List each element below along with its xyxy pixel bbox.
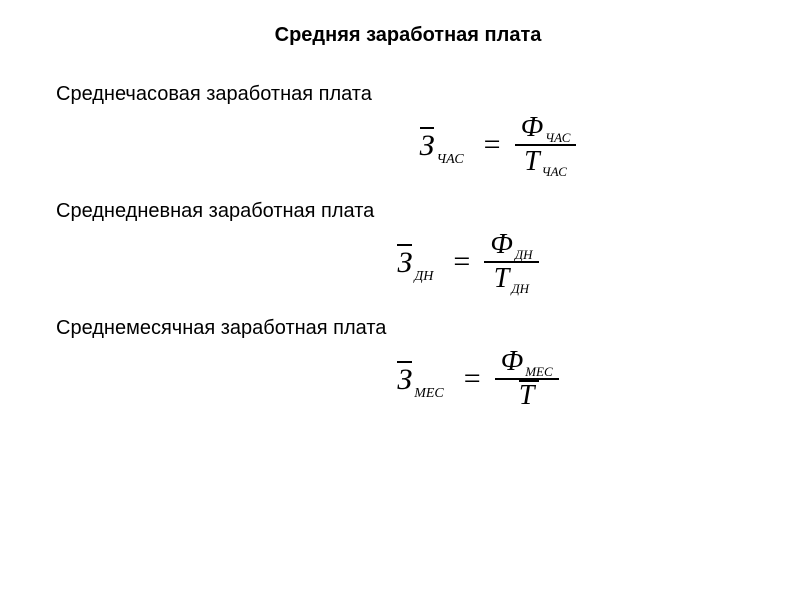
denominator-monthly: Т [513,380,541,412]
var-t: Т [524,148,540,176]
z-overbar: З [420,127,435,163]
var-phi: Ф [501,348,524,376]
lhs-hourly: З ЧАС [420,127,464,163]
formula-daily: З ДН = Ф ДН Т ДН [176,229,760,295]
denominator-hourly: Т ЧАС [518,146,573,178]
var-t: Т [494,265,510,293]
fraction-monthly: Ф МЕС Т [495,346,559,412]
var-z: З [397,248,412,278]
var-phi: Ф [490,231,513,259]
overbar-line [397,244,412,246]
numerator-monthly: Ф МЕС [495,346,559,378]
t-overbar: Т [519,382,535,410]
overbar-line [397,361,412,363]
z-overbar: З [397,244,412,280]
lhs-daily: З ДН [397,244,433,280]
formula-monthly-expr: З МЕС = Ф МЕС Т [397,346,558,412]
lhs-monthly: З МЕС [397,361,443,397]
formula-daily-expr: З ДН = Ф ДН Т ДН [397,229,538,295]
sub-month: МЕС [414,386,444,402]
formula-hourly-expr: З ЧАС = Ф ЧАС Т ЧАС [420,112,577,178]
equals-sign: = [484,128,501,162]
denominator-daily: Т ДН [488,263,535,295]
section-label-monthly: Среднемесячная заработная плата [56,317,760,340]
formula-hourly: З ЧАС = Ф ЧАС Т ЧАС [236,112,760,178]
sub-hour: ЧАС [436,152,463,168]
section-label-hourly: Среднечасовая заработная плата [56,83,760,106]
overbar-line [420,127,435,129]
page-title: Средняя заработная плата [56,24,760,47]
equals-sign: = [464,362,481,396]
section-label-daily: Среднедневная заработная плата [56,200,760,223]
fraction-daily: Ф ДН Т ДН [484,229,538,295]
var-z: З [420,131,435,161]
sub-day: ДН [511,282,529,295]
sub-month: МЕС [525,365,552,378]
formula-monthly: З МЕС = Ф МЕС Т [196,346,760,412]
var-t: Т [519,382,535,410]
sub-day: ДН [515,248,533,261]
numerator-daily: Ф ДН [484,229,538,261]
slide: Средняя заработная плата Среднечасовая з… [0,0,800,600]
sub-day: ДН [414,269,433,285]
z-overbar: З [397,361,412,397]
var-z: З [397,365,412,395]
equals-sign: = [453,245,470,279]
sub-hour: ЧАС [542,165,567,178]
overbar-line [519,380,539,382]
var-phi: Ф [521,114,544,142]
numerator-hourly: Ф ЧАС [515,112,577,144]
sub-hour: ЧАС [545,131,570,144]
fraction-hourly: Ф ЧАС Т ЧАС [515,112,577,178]
